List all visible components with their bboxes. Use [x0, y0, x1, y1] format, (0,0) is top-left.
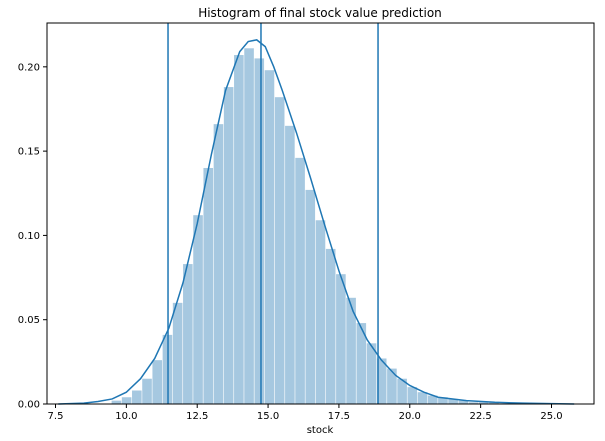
- histogram-bar: [254, 58, 265, 405]
- x-tick-label: 17.5: [328, 411, 350, 422]
- histogram-bar: [142, 378, 152, 404]
- y-tick-label: 0.00: [18, 400, 40, 411]
- histogram-bar: [274, 97, 285, 404]
- y-axis-ticks: 0.00 0.05 0.10 0.15 0.20: [18, 62, 47, 411]
- histogram-bar: [438, 397, 448, 404]
- x-tick-label: 7.5: [48, 411, 64, 422]
- histogram-bar: [366, 343, 377, 404]
- x-tick-label: 25.0: [540, 411, 562, 422]
- histogram-bar: [193, 215, 203, 404]
- histogram-bar: [315, 220, 326, 404]
- x-tick-label: 10.0: [115, 411, 137, 422]
- x-tick-label: 12.5: [186, 411, 208, 422]
- histogram-bar: [264, 70, 275, 404]
- chart-title: Histogram of final stock value predictio…: [198, 6, 442, 20]
- histogram-bar: [152, 360, 163, 404]
- plot-frame: [46, 22, 595, 405]
- histogram-bar: [478, 402, 489, 404]
- histogram-bar: [397, 378, 407, 404]
- histogram-bar: [448, 398, 458, 404]
- histogram-bar: [407, 387, 418, 404]
- histogram-bar: [172, 302, 183, 404]
- x-tick-label: 15.0: [257, 411, 279, 422]
- y-tick-label: 0.10: [18, 231, 40, 242]
- histogram-bar: [244, 48, 254, 405]
- histogram-bar: [427, 395, 438, 404]
- x-tick-label: 20.0: [399, 411, 421, 422]
- histogram-bar: [336, 274, 346, 404]
- histogram-bar: [203, 167, 214, 404]
- histogram-bar: [295, 157, 305, 404]
- histogram-bar: [489, 402, 499, 404]
- histogram-bar: [417, 392, 428, 404]
- histogram-bar: [285, 125, 295, 405]
- histogram-bar: [356, 323, 367, 404]
- kde-curve: [58, 39, 575, 405]
- histogram-bar: [305, 189, 316, 404]
- histogram-bar: [183, 264, 193, 404]
- y-tick-label: 0.05: [18, 315, 40, 326]
- x-axis-label: stock: [307, 425, 334, 436]
- histogram-bar: [376, 358, 387, 404]
- histogram-bar: [213, 124, 224, 404]
- histogram-bar: [387, 368, 397, 404]
- percentile-lines: [167, 23, 379, 404]
- x-axis-ticks: 7.5 10.0 12.5 15.0 17.5 20.0 22.5 25.0: [48, 404, 563, 422]
- histogram-bar: [132, 390, 142, 404]
- histogram-bar: [325, 248, 336, 404]
- histogram-bar: [121, 397, 132, 404]
- histogram-bar: [234, 55, 244, 404]
- histogram-bar: [458, 400, 469, 404]
- histogram-bar: [111, 400, 122, 404]
- x-tick-label: 22.5: [469, 411, 491, 422]
- histogram-bar: [223, 87, 234, 404]
- histogram-bar: [468, 402, 479, 404]
- histogram-bars: [111, 48, 499, 405]
- y-tick-label: 0.15: [18, 147, 40, 158]
- y-tick-label: 0.20: [18, 62, 40, 73]
- histogram-bar: [346, 297, 356, 404]
